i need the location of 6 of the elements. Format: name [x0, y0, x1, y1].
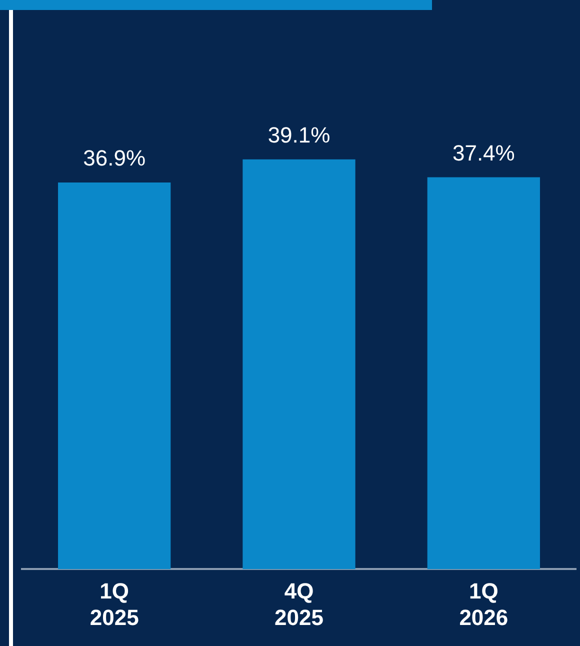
x-tick-label: 1Q 2025: [90, 578, 139, 630]
data-label: 39.1%: [268, 122, 330, 148]
data-label: 36.9%: [83, 146, 146, 171]
x-tick-label: 1Q 2026: [459, 578, 508, 630]
data-label: 37.4%: [452, 140, 515, 166]
x-tick-label: 4Q 2025: [274, 578, 324, 630]
